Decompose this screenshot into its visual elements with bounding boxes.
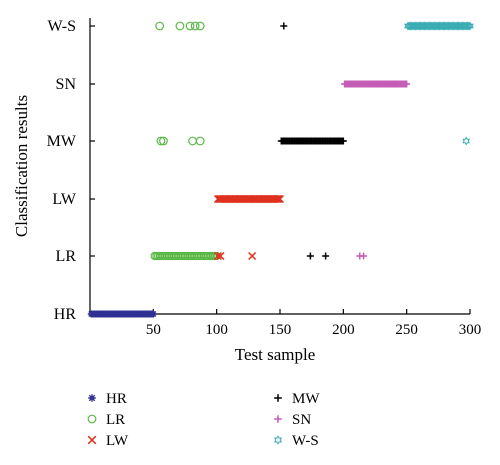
x-tick-label-100: 100 (205, 322, 228, 338)
legend-label: MW (292, 391, 320, 407)
legend: HR LR LW MW SN W-S (87, 391, 320, 449)
y-ticks: HR LR LW MW SN W-S (47, 18, 95, 323)
legend-marker (274, 415, 282, 423)
data-point (403, 80, 411, 88)
data-point (306, 252, 314, 260)
data-point (156, 136, 166, 146)
data-point (360, 252, 368, 260)
data-point (339, 137, 347, 145)
x-tick-label-250: 250 (395, 322, 418, 338)
series-w-s (404, 21, 474, 146)
legend-item-hr: HR (88, 391, 127, 407)
legend-marker (274, 394, 282, 402)
data-point (213, 251, 222, 261)
y-tick-label-mw: MW (47, 133, 77, 150)
series-sn (341, 80, 411, 260)
data-point (322, 252, 330, 260)
data-point (175, 21, 185, 31)
x-axis-title: Test sample (235, 345, 315, 364)
legend-item-mw: MW (274, 391, 320, 407)
data-point (159, 136, 168, 146)
legend-marker (88, 394, 96, 402)
data-point (274, 194, 283, 204)
series-lr (150, 21, 221, 261)
data-point (195, 21, 205, 31)
x-tick-label-200: 200 (332, 322, 355, 338)
x-tick-label-50: 50 (146, 322, 161, 338)
data-point (248, 251, 257, 261)
data-point (195, 136, 205, 146)
data-point (188, 136, 198, 146)
legend-marker (87, 435, 97, 445)
data-point (155, 21, 165, 31)
legend-label: SN (292, 412, 311, 428)
data-point (149, 310, 157, 318)
y-axis-title: Classification results (12, 95, 31, 237)
y-tick-label-sn: SN (56, 76, 77, 93)
legend-marker (273, 435, 283, 445)
legend-item-sn: SN (274, 412, 311, 428)
legend-label: LW (106, 433, 129, 449)
series-mw (277, 22, 347, 260)
legend-item-w-s: W-S (273, 433, 319, 449)
legend-label: LR (106, 412, 125, 428)
y-tick-label-hr: HR (54, 306, 77, 323)
x-tick-label-300: 300 (459, 322, 482, 338)
data-point (275, 194, 285, 204)
axes (89, 18, 470, 315)
data-markers (87, 21, 474, 318)
data-point (216, 251, 225, 261)
y-tick-label-w-s: W-S (48, 18, 76, 35)
data-point (466, 21, 474, 31)
y-tick-label-lw: LW (52, 191, 77, 208)
series-hr (87, 310, 157, 318)
data-point (190, 21, 200, 31)
legend-item-lw: LW (87, 433, 129, 449)
legend-label: HR (106, 391, 127, 407)
x-tick-label-150: 150 (269, 322, 292, 338)
data-point (462, 136, 471, 146)
legend-marker (87, 414, 97, 424)
data-point (280, 22, 288, 30)
series-lw (213, 194, 285, 261)
data-point (273, 194, 282, 204)
legend-label: W-S (292, 433, 319, 449)
y-tick-label-lr: LR (56, 248, 77, 265)
data-point (185, 21, 195, 31)
x-ticks: 50 100 150 200 250 300 (146, 309, 481, 338)
legend-item-lr: LR (87, 412, 125, 428)
